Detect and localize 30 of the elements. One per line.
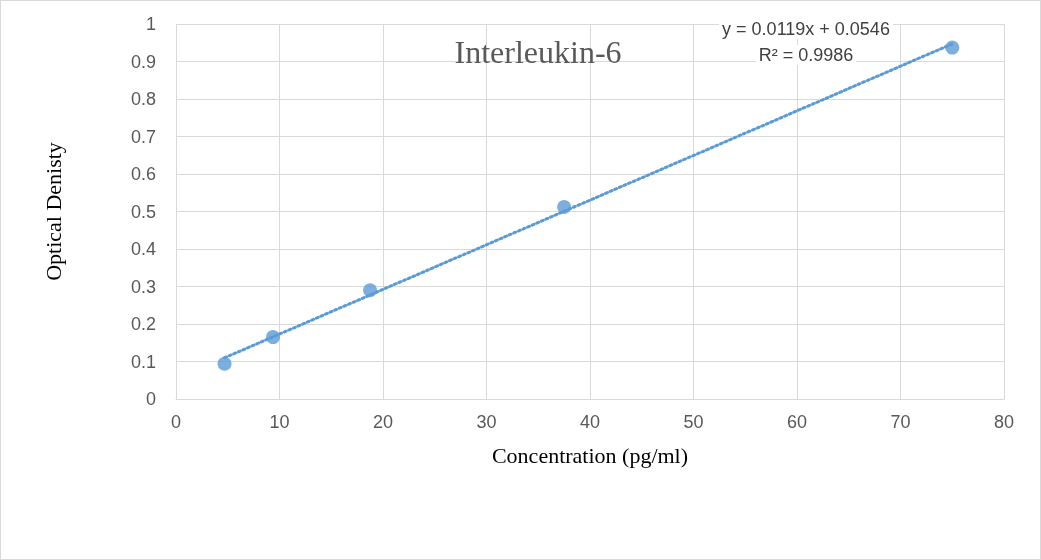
y-tick-label: 0.6 <box>130 164 156 184</box>
annotation: R² = 0.9986 <box>758 45 854 65</box>
point <box>557 200 572 214</box>
x-tick-label: 70 <box>890 412 911 432</box>
chart-title: Interleukin-6 <box>454 34 622 70</box>
x-tick-label: 60 <box>786 412 808 432</box>
y-tick-label: 0.2 <box>130 314 156 334</box>
x-tick-label: 20 <box>372 412 394 432</box>
x-axis-title: Concentration (pg/ml) <box>491 442 689 468</box>
y-tick-label: 0 <box>145 389 156 409</box>
x-tick-label: 50 <box>683 412 704 432</box>
x-tick-label: 80 <box>993 412 1015 432</box>
y-tick-label: 1 <box>145 14 156 34</box>
x-tick-label: 10 <box>269 412 290 432</box>
point <box>217 356 232 371</box>
x-tick-label: 40 <box>579 412 601 432</box>
y-tick-label: 0.8 <box>130 89 156 109</box>
y-tick-label: 0.9 <box>130 51 156 72</box>
y-tick-label: 0.4 <box>130 239 156 259</box>
y-tick-label: 0.5 <box>130 201 156 222</box>
point <box>945 40 960 55</box>
y-tick-label: 0.7 <box>130 126 156 147</box>
x-tick-label: 30 <box>476 412 497 432</box>
y-axis-title: Optical Denisty <box>40 142 66 281</box>
y-tick-label: 0.1 <box>130 351 156 372</box>
point <box>266 330 281 345</box>
point <box>363 283 378 298</box>
annotation: y = 0.0119x + 0.0546 <box>722 19 890 39</box>
x-tick-label: 0 <box>170 412 182 432</box>
y-tick-label: 0.3 <box>130 276 156 297</box>
